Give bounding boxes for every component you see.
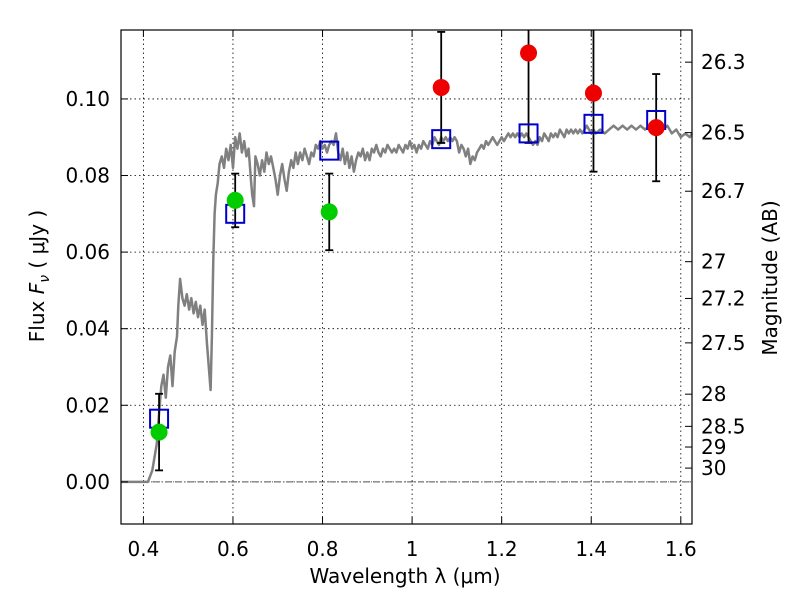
y2-tick-label: 26.7 [701, 179, 746, 203]
square-marker [319, 140, 340, 161]
x-tick-label: 0.4 [127, 537, 159, 561]
y-tick-label: 0.04 [65, 317, 110, 341]
x-tick-label: 1.2 [486, 537, 518, 561]
y2-tick-label: 27 [701, 250, 726, 274]
circle-marker [520, 44, 538, 62]
y-tick-label: 0.10 [65, 87, 110, 111]
square-marker [431, 129, 452, 150]
y-tick-label: 0.08 [65, 164, 110, 188]
data-markers [149, 44, 667, 441]
x-tick-label: 1 [406, 537, 419, 561]
x-tick-label: 0.8 [307, 537, 339, 561]
model-spectrum [121, 124, 694, 484]
x-tick-label: 0.6 [217, 537, 249, 561]
y2-tick-label: 27.5 [701, 331, 746, 355]
y2-tick-label: 26.3 [701, 50, 746, 74]
grid-lines [121, 30, 692, 524]
y2-tick-label: 26.5 [701, 121, 746, 145]
y2-tick-label: 28.5 [701, 414, 746, 438]
square-marker [583, 113, 604, 134]
x-axis-label: Wavelength λ (μm) [309, 564, 500, 588]
circle-marker [320, 203, 338, 221]
axis-ticks: 0.4 0.6 0.8 1 1.2 1.4 1.6 0.00 0.02 0.04 0.06 0.08 0… [65, 30, 746, 561]
circle-marker [647, 119, 665, 137]
y-axis-label-prefix: Flux [25, 294, 49, 342]
y2-tick-label: 28 [701, 382, 726, 406]
x-tick-label: 1.4 [575, 537, 607, 561]
spectrum-line [121, 124, 694, 484]
circle-marker [226, 191, 244, 209]
y2-tick-label: 30 [701, 456, 726, 480]
y2-tick-label: 27.2 [701, 286, 746, 310]
y-axis-label: Flux Fν ( μJy ) [25, 210, 53, 342]
circle-marker [150, 423, 168, 441]
y-axis-label-subscript: ν [37, 275, 53, 283]
plot-frame [120, 29, 693, 525]
y-axis-label-unit: ( μJy ) [25, 210, 49, 275]
y-tick-label: 0.02 [65, 393, 110, 417]
circle-marker [584, 84, 602, 102]
x-tick-label: 1.6 [665, 537, 697, 561]
square-marker [518, 123, 539, 144]
y-axis-label-symbol: F [25, 282, 49, 294]
y-tick-label: 0.00 [65, 470, 110, 494]
error-bars [155, 30, 661, 472]
y-tick-label: 0.06 [65, 240, 110, 264]
y2-tick-label: 29 [701, 435, 726, 459]
y2-axis-label: Magnitude (AB) [758, 200, 782, 355]
circle-marker [432, 78, 450, 96]
